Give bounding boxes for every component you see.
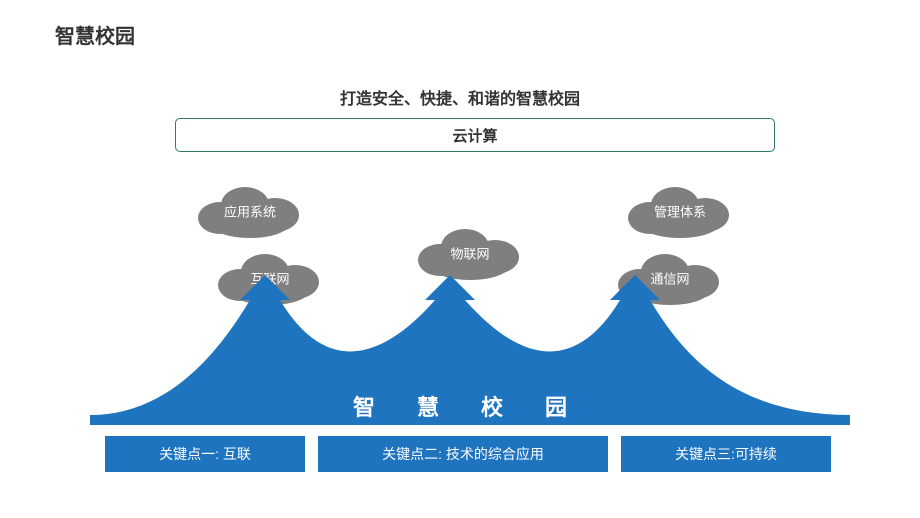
cloud-label: 物联网	[450, 243, 489, 262]
keypoint-label: 关键点二: 技术的综合应用	[382, 444, 544, 464]
keypoint-box: 关键点三:可持续	[621, 436, 831, 472]
cloud-shape: 物联网	[410, 225, 530, 280]
cloud-label: 应用系统	[224, 201, 276, 220]
cloud-shape: 管理体系	[620, 183, 740, 238]
page-title: 智慧校园	[55, 20, 135, 49]
cloud-shape: 应用系统	[190, 183, 310, 238]
wave-label: 智慧校园	[311, 390, 609, 422]
keypoint-label: 关键点一: 互联	[159, 444, 251, 464]
subtitle: 打造安全、快捷、和谐的智慧校园	[340, 85, 580, 109]
cloud-computing-box: 云计算	[175, 118, 775, 152]
keypoint-box: 关键点一: 互联	[105, 436, 305, 472]
keypoint-box: 关键点二: 技术的综合应用	[318, 436, 608, 472]
cloud-computing-label: 云计算	[452, 125, 497, 146]
cloud-label: 管理体系	[654, 201, 706, 220]
keypoint-label: 关键点三:可持续	[675, 444, 777, 464]
